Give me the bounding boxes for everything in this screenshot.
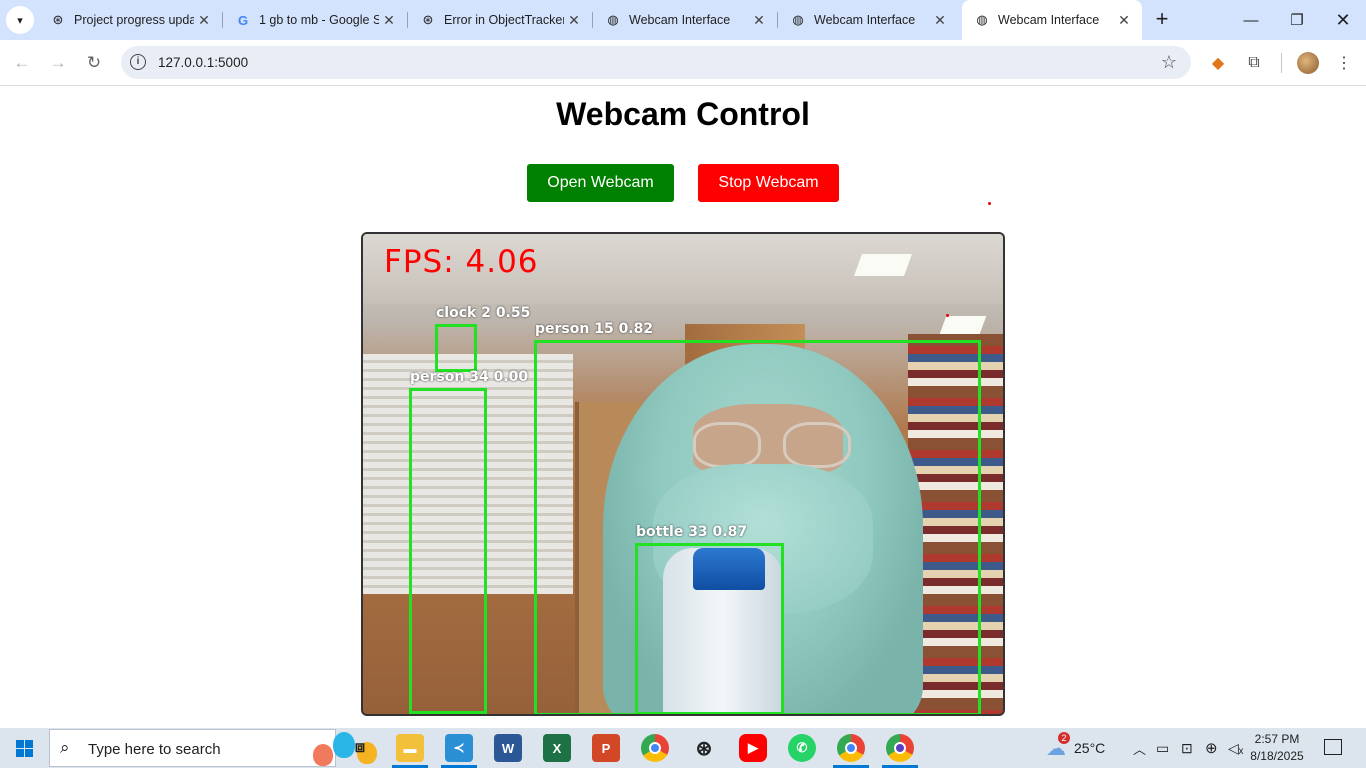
profile-avatar[interactable] [1297, 52, 1319, 74]
detection-label-clock: clock 2 0.55 [436, 305, 531, 321]
language-globe-icon[interactable]: ⊕ [1205, 740, 1218, 757]
page-content: Webcam Control Open Webcam Stop Webcam F… [0, 87, 1366, 728]
tab-title: 1 gb to mb - Google S [259, 13, 379, 27]
red-dot-mark [946, 314, 949, 317]
bookmark-star-icon[interactable]: ☆ [1160, 52, 1177, 72]
tab-title: Project progress upda [74, 13, 194, 27]
task-view-icon[interactable]: ⧈ [354, 739, 366, 756]
show-hidden-icons[interactable]: ︿ [1133, 741, 1147, 757]
notification-icon[interactable] [1324, 739, 1342, 755]
forward-button[interactable]: → [49, 53, 67, 72]
chrome-profile-icon[interactable] [837, 734, 865, 762]
open-webcam-button[interactable]: Open Webcam [527, 164, 674, 202]
tab-project-progress[interactable]: ⊛ Project progress upda ✕ [38, 0, 222, 40]
close-icon[interactable]: ✕ [568, 11, 580, 28]
scene-ceiling-light [853, 254, 913, 276]
close-icon[interactable]: ✕ [934, 11, 946, 28]
detection-box-person-34 [409, 388, 487, 714]
whatsapp-icon[interactable]: ✆ [788, 734, 816, 762]
windows-taskbar: ⌕ Type here to search ⧈ ▬ ≺ W X P ⊛ ▶ ✆ … [0, 728, 1366, 768]
chrome-profile-a-icon[interactable] [886, 734, 914, 762]
chatgpt-icon[interactable]: ⊛ [695, 737, 713, 760]
detection-box-bottle [635, 543, 784, 714]
minimize-button[interactable]: — [1243, 11, 1259, 29]
close-icon[interactable]: ✕ [383, 11, 395, 28]
tab-webcam-interface-2[interactable]: ◍ Webcam Interface ✕ [778, 0, 958, 40]
clock-time: 2:57 PM [1254, 732, 1300, 746]
reload-button[interactable]: ↻ [86, 53, 102, 72]
scene-window-blinds [363, 354, 573, 594]
file-explorer-icon[interactable]: ▬ [396, 734, 424, 762]
google-icon: G [237, 12, 249, 28]
vscode-icon[interactable]: ≺ [445, 734, 473, 762]
webcam-feed: FPS: 4.06 clock 2 0.55 person 15 0.82 pe… [361, 232, 1005, 716]
detection-label-person-34: person 34 0.00 [410, 369, 529, 385]
page-title: Webcam Control [556, 96, 810, 132]
close-icon[interactable]: ✕ [198, 11, 210, 28]
chatgpt-icon: ⊛ [422, 12, 434, 27]
word-icon[interactable]: W [494, 734, 522, 762]
start-button[interactable] [0, 728, 48, 768]
weather-alert-badge: 2 [1058, 731, 1070, 744]
fps-readout: FPS: 4.06 [384, 244, 539, 280]
scene-ceiling-light [939, 316, 987, 334]
red-dot-mark [988, 202, 991, 205]
close-window-button[interactable]: ✕ [1335, 9, 1351, 30]
search-placeholder: Type here to search [88, 741, 221, 758]
scene-person [543, 344, 963, 714]
browser-toolbar: ← → ↻ i 127.0.0.1:5000 ☆ ◆ ⧉ ⋮ [0, 40, 1366, 86]
powerpoint-icon[interactable]: P [592, 734, 620, 762]
windows-logo-icon [15, 739, 33, 757]
tab-error-objecttracker[interactable]: ⊛ Error in ObjectTracker ✕ [408, 0, 592, 40]
detection-box-clock [435, 324, 477, 372]
youtube-icon[interactable]: ▶ [739, 734, 767, 762]
scene-glasses [783, 422, 851, 468]
detection-label-bottle: bottle 33 0.87 [636, 524, 748, 540]
metamask-icon[interactable]: ◆ [1211, 55, 1225, 72]
tab-webcam-interface-1[interactable]: ◍ Webcam Interface ✕ [593, 0, 777, 40]
address-bar[interactable]: i 127.0.0.1:5000 ☆ [121, 46, 1191, 79]
new-tab-button[interactable]: + [1155, 6, 1169, 31]
tab-title: Webcam Interface [814, 13, 916, 27]
tab-google-search[interactable]: G 1 gb to mb - Google S ✕ [223, 0, 407, 40]
restore-button[interactable]: ❐ [1290, 12, 1304, 29]
cloud-icon: ☁ 2 [1046, 731, 1070, 761]
display-icon[interactable]: ⊡ [1181, 739, 1193, 756]
taskbar-clock[interactable]: 2:57 PM 8/18/2025 [1247, 731, 1307, 765]
site-info-icon[interactable]: i [130, 54, 146, 70]
volume-muted-icon[interactable]: ◁ₓ [1228, 739, 1244, 756]
tab-webcam-interface-active[interactable]: ◍ Webcam Interface ✕ [962, 0, 1142, 40]
excel-icon[interactable]: X [543, 734, 571, 762]
globe-icon: ◍ [607, 12, 619, 27]
globe-icon: ◍ [976, 12, 988, 27]
weather-temp: 25°C [1074, 740, 1106, 756]
close-icon[interactable]: ✕ [753, 11, 765, 28]
toolbar-divider [1281, 53, 1282, 73]
weather-widget[interactable]: ☁ 2 25°C [1046, 728, 1105, 768]
chatgpt-icon: ⊛ [52, 12, 64, 27]
detection-label-person-15: person 15 0.82 [535, 321, 654, 337]
balloons-icon [313, 732, 383, 768]
clock-date: 8/18/2025 [1250, 749, 1304, 763]
menu-kebab-icon[interactable]: ⋮ [1336, 55, 1352, 72]
chrome-icon[interactable] [641, 734, 669, 762]
globe-icon: ◍ [792, 12, 804, 27]
network-device-icon[interactable]: ▭ [1156, 739, 1170, 756]
tab-search-dropdown[interactable]: ▾ [6, 6, 34, 34]
tab-strip: ▾ ⊛ Project progress upda ✕ G 1 gb to mb… [0, 0, 1366, 40]
tab-title: Webcam Interface [629, 13, 731, 27]
tab-title: Webcam Interface [998, 13, 1100, 27]
back-button[interactable]: ← [13, 53, 31, 72]
taskbar-search-box[interactable]: ⌕ Type here to search [49, 729, 377, 767]
close-icon[interactable]: ✕ [1118, 11, 1130, 28]
scene-bookshelf [908, 334, 1003, 714]
tab-title: Error in ObjectTracker [444, 13, 564, 27]
url-text[interactable]: 127.0.0.1:5000 [158, 55, 249, 70]
scene-bottle-cap [693, 548, 765, 590]
extensions-puzzle-icon[interactable]: ⧉ [1248, 54, 1260, 71]
search-icon: ⌕ [60, 738, 70, 757]
stop-webcam-button[interactable]: Stop Webcam [698, 164, 839, 202]
